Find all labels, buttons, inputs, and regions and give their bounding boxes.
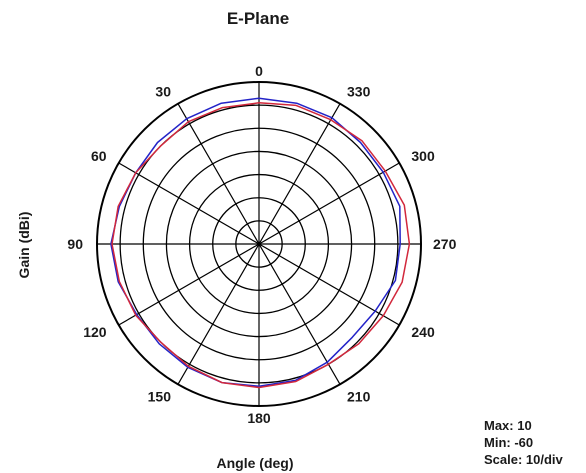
series-line-2 [111, 102, 411, 389]
chart-title: E-Plane [227, 9, 289, 28]
angle-tick-label: 300 [411, 148, 435, 164]
angle-tick-label: 180 [247, 410, 271, 426]
angle-tick-label: 150 [148, 388, 172, 404]
series-layer [110, 97, 411, 389]
scale-label: Scale: 10/div [484, 452, 564, 467]
min-label: Min: -60 [484, 435, 533, 450]
angle-tick-label: 0 [255, 63, 263, 79]
angle-tick-label: 120 [83, 324, 107, 340]
angle-tick-label: 210 [347, 388, 371, 404]
polar-spoke [177, 103, 341, 385]
angle-tick-label: 330 [347, 84, 371, 100]
max-label: Max: 10 [484, 418, 532, 433]
angle-tick-labels: 0 30 60 90 120 150 180 210 240 270 300 330 [67, 63, 456, 426]
x-axis-label: Angle (deg) [217, 455, 294, 471]
angle-tick-label: 240 [411, 324, 435, 340]
angle-tick-label: 60 [91, 148, 107, 164]
angle-tick-label: 90 [67, 236, 83, 252]
angle-tick-label: 30 [155, 84, 171, 100]
y-axis-label: Gain (dBi) [16, 212, 32, 279]
angle-tick-label: 270 [433, 236, 457, 252]
polar-grid-spokes [97, 82, 421, 406]
